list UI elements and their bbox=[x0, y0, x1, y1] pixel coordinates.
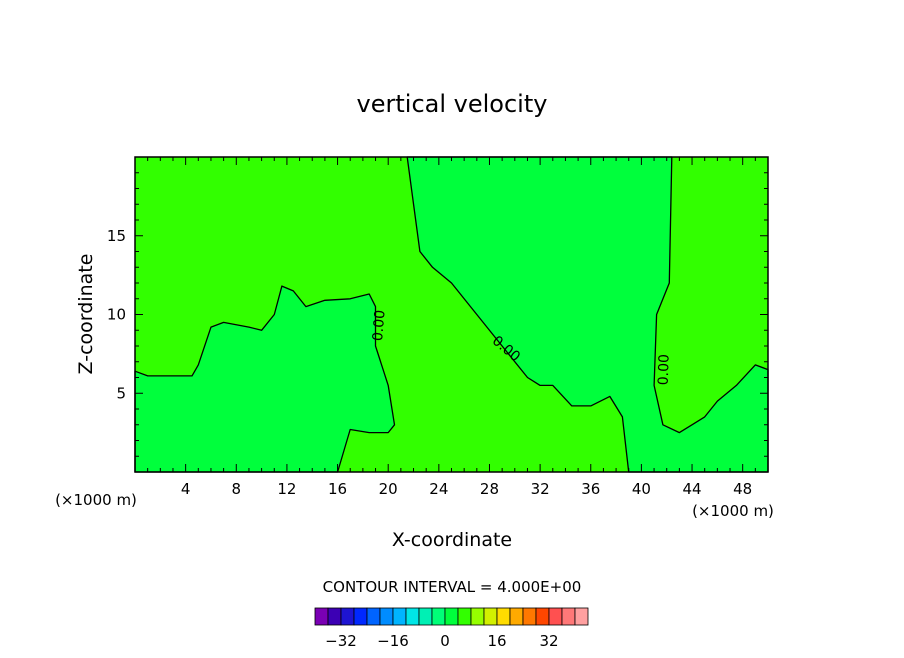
y-tick-label: 10 bbox=[107, 306, 126, 324]
y-axis-label: Z-coordinate bbox=[75, 254, 97, 375]
contour-label: 0.00 bbox=[656, 354, 673, 386]
colorbar-tick-label: −32 bbox=[325, 632, 357, 650]
colorbar-swatch bbox=[496, 607, 511, 626]
colorbar-swatch bbox=[353, 607, 368, 626]
colorbar-tick-label: −16 bbox=[377, 632, 409, 650]
contour-interval-label: CONTOUR INTERVAL = 4.000E+00 bbox=[323, 578, 582, 596]
x-tick-label: 8 bbox=[232, 480, 242, 498]
x-axis-label: X-coordinate bbox=[392, 529, 512, 551]
colorbar-swatch bbox=[561, 607, 576, 626]
x-tick-label: 48 bbox=[733, 480, 752, 498]
colorbar-swatch bbox=[483, 607, 498, 626]
colorbar-swatch bbox=[340, 607, 355, 626]
plot-area: 0.000.000.00 bbox=[134, 156, 769, 473]
colorbar-swatch bbox=[522, 607, 537, 626]
colorbar-swatch bbox=[366, 607, 381, 626]
colorbar-swatch bbox=[470, 607, 485, 626]
colorbar-swatch bbox=[418, 607, 433, 626]
x-tick-label: 4 bbox=[181, 480, 191, 498]
colorbar-swatch bbox=[509, 607, 524, 626]
chart-title: vertical velocity bbox=[357, 90, 548, 118]
colorbar-swatch bbox=[457, 607, 472, 626]
colorbar-swatch bbox=[379, 607, 394, 626]
x-tick-label: 32 bbox=[531, 480, 550, 498]
contour-region-1 bbox=[134, 285, 396, 473]
colorbar-swatch bbox=[574, 607, 589, 626]
colorbar-swatch bbox=[327, 607, 342, 626]
y-unit-label: (×1000 m) bbox=[55, 491, 137, 509]
y-tick-label: 5 bbox=[116, 384, 126, 402]
colorbar-swatch bbox=[392, 607, 407, 626]
colorbar-swatch bbox=[314, 607, 329, 626]
colorbar-swatch bbox=[405, 607, 420, 626]
x-tick-label: 36 bbox=[581, 480, 600, 498]
contour-label: 0.00 bbox=[370, 309, 389, 341]
colorbar-swatch bbox=[535, 607, 550, 626]
x-tick-label: 16 bbox=[328, 480, 347, 498]
colorbar-swatch bbox=[444, 607, 459, 626]
colorbar-tick-label: 16 bbox=[487, 632, 506, 650]
x-tick-label: 28 bbox=[480, 480, 499, 498]
plot-frame bbox=[134, 156, 769, 473]
y-tick-label: 15 bbox=[107, 227, 126, 245]
x-tick-label: 44 bbox=[682, 480, 701, 498]
x-unit-label: (×1000 m) bbox=[692, 502, 774, 520]
colorbar-tick-label: 32 bbox=[539, 632, 558, 650]
x-tick-label: 12 bbox=[277, 480, 296, 498]
x-tick-label: 20 bbox=[379, 480, 398, 498]
x-tick-label: 24 bbox=[429, 480, 448, 498]
colorbar-tick-label: 0 bbox=[440, 632, 450, 650]
colorbar-swatch bbox=[548, 607, 563, 626]
x-tick-label: 40 bbox=[632, 480, 651, 498]
colorbar: −32 −16 0 16 32 bbox=[314, 607, 589, 650]
colorbar-swatch bbox=[431, 607, 446, 626]
